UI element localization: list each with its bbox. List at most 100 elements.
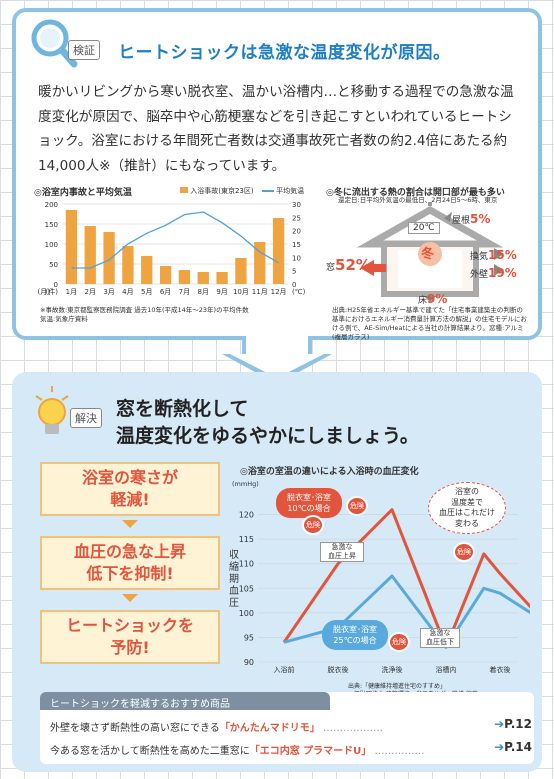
reco-2-page: P.14: [504, 740, 532, 754]
house-diagram: [356, 202, 504, 302]
heat-window-label: 窓: [326, 263, 336, 273]
heat-wall-value: 19%: [488, 266, 517, 280]
accident-bar: [254, 242, 266, 284]
bp-unit: (mmHg): [232, 480, 259, 488]
x-tick-label: 9月: [216, 288, 227, 296]
y-tick-label: 120: [239, 511, 254, 520]
reco-1-text: 外壁を壊さず断熱性の高い窓にできる: [50, 723, 220, 734]
y-tick-label: 105: [239, 584, 254, 593]
reco-row-2: 今ある窓を活かして断熱性を高めた二重窓に「エコ内窓 プラマードU」 ……………: [50, 742, 425, 757]
legend-line-label: 平均気温: [276, 187, 305, 195]
y-tick-label: 100: [239, 609, 254, 618]
solution-title-line2: 温度変化をゆるやかにしましょう。: [116, 425, 419, 447]
accident-note: ※事故数:東京都監察医務院調査 過去10年(平成14年〜23年)の平均件数 気温…: [40, 306, 249, 323]
x-tick-label: 6月: [160, 288, 171, 296]
reco-1-page: P.12: [504, 717, 532, 731]
y-tick-label: 150: [45, 221, 58, 229]
heat-vent: 換気15%: [470, 248, 517, 262]
annotation-drop: 急激な 血圧低下: [420, 628, 460, 648]
section-badge-verify: 検証: [68, 40, 100, 60]
arrow-right-icon: ➔: [494, 740, 505, 754]
heat-wall: 外壁19%: [470, 266, 517, 280]
accident-bar: [178, 270, 191, 284]
reco-1-page-link[interactable]: ➔P.12: [494, 717, 532, 731]
heat-vent-label: 換気: [470, 252, 489, 262]
heat-vent-value: 15%: [488, 248, 517, 262]
x-tick-label: 10月: [233, 288, 249, 296]
reco-2-product: 「エコ内窓 プラマードU」: [249, 746, 372, 757]
solution-title: 窓を断熱化して 温度変化をゆるやかにしましょう。: [116, 396, 419, 450]
accident-bar: [235, 258, 247, 284]
heat-floor-label: 床: [418, 296, 428, 306]
heat-roof-label: 屋根: [452, 216, 471, 226]
y2-tick-label: 20: [292, 228, 301, 236]
reco-2-page-link[interactable]: ➔P.14: [494, 740, 532, 754]
label-cold: 脱衣室･浴室 10℃の場合: [276, 488, 342, 518]
x-tick-label: 3月: [103, 288, 114, 296]
y2-tick-label: 10: [292, 254, 301, 262]
lightbulb-icon: [35, 386, 69, 434]
accident-legend: 入浴事故(東京23区) 平均気温: [180, 186, 304, 196]
reco-row-1: 外壁を壊さず断熱性の高い窓にできる「かんたんマドリモ」 ………………: [50, 719, 383, 734]
winter-label: 冬: [421, 247, 435, 262]
y2-tick-label: 15: [292, 241, 301, 249]
bp-chart-title: ◎浴室の室温の違いによる入浴時の血圧変化: [240, 467, 419, 477]
y-unit-label: (件): [46, 287, 59, 296]
x-tick-label: 7月: [179, 288, 190, 296]
y-tick-label: 100: [45, 241, 58, 249]
point-2: 血圧の急な上昇 低下を抑制!: [40, 536, 220, 590]
x-tick-label: 入浴前: [274, 665, 295, 674]
y-tick-label: 110: [239, 560, 254, 569]
point-1-text: 浴室の寒さが 軽減!: [81, 468, 178, 509]
point-3-text: ヒートショックを 予防!: [65, 616, 194, 657]
label-warm: 脱衣室･浴室 25℃の場合: [322, 620, 388, 650]
section-badge-solve: 解決: [70, 408, 102, 428]
y-tick-label: 115: [239, 535, 254, 544]
danger-badge-1: 危険: [302, 515, 324, 535]
point-arrow-1: [122, 520, 138, 528]
recommendation-header: ヒートショックを軽減するおすすめ商品: [40, 692, 330, 710]
y2-unit-label: (℃): [292, 288, 306, 296]
x-tick-label: 12月: [271, 288, 287, 296]
accident-bar: [84, 226, 96, 284]
x-tick-label: 浴槽内: [436, 665, 457, 674]
temperature-line: [71, 211, 279, 269]
danger-badge-2: 危険: [346, 496, 368, 516]
danger-badge-4: 危険: [453, 542, 475, 562]
heat-note: 出典:H25年省エネルギー基準で建てた「住宅事業建築主の判断の基準におけるエネル…: [332, 306, 527, 341]
point-arrow-2: [122, 594, 138, 602]
arrow-right-icon: ➔: [494, 717, 505, 731]
heat-chart-subtitle: 還定日:日平均外気温の最低日、2月24日5〜6時、東京: [338, 196, 498, 204]
x-tick-label: 1月: [66, 288, 77, 296]
x-unit-label: (月): [38, 288, 51, 296]
accident-chart-title: ◎浴室内事故と平均気温: [34, 188, 132, 198]
section-title: ヒートショックは急激な温度変化が原因。: [118, 43, 451, 63]
reco-2-text: 今ある窓を活かして断熱性を高めた二重窓に: [50, 746, 250, 757]
temp-diff-bubble: 浴室の 温度差で 血圧はこれだけ 変わる: [428, 482, 506, 534]
y-tick-label: 200: [45, 201, 58, 209]
y2-tick-label: 5: [292, 268, 296, 276]
accident-bar: [159, 266, 172, 284]
y2-tick-label: 25: [292, 214, 301, 222]
heat-chart-title: ◎冬に流出する熱の割合は開口部が最も多い: [326, 188, 505, 198]
reco-dots: ………………: [319, 723, 383, 734]
y-tick-label: 90: [244, 658, 254, 667]
x-tick-label: 4月: [122, 288, 133, 296]
danger-badge-3: 危険: [388, 632, 410, 652]
room-temp-label: 20℃: [408, 222, 440, 234]
legend-bar-label: 入浴事故(東京23区): [190, 187, 254, 195]
x-tick-label: 11月: [252, 288, 268, 296]
heat-roof: 屋根5%: [452, 212, 490, 226]
x-tick-label: 5月: [141, 288, 152, 296]
solution-title-line1: 窓を断熱化して: [116, 398, 249, 420]
heat-floor: 床9%: [418, 292, 447, 306]
intro-paragraph: 暖かいリビングから寒い脱衣室、温かい浴槽内…と移動する過程での急激な温度変化が原…: [38, 84, 514, 174]
accident-chart: 0 50 100 150 200 0 5 10 15 20 25 30 1月 2月 3月 4月 5月 6月 7月 8月…: [38, 201, 306, 296]
reco-dots: ……………: [371, 746, 425, 757]
reco-1-product: 「かんたんマドリモ」: [219, 723, 320, 734]
magnifier-icon: [31, 19, 78, 68]
y-tick-label: 0: [54, 281, 58, 289]
point-1: 浴室の寒さが 軽減!: [40, 462, 220, 516]
y-tick-label: 95: [244, 633, 254, 642]
heat-roof-value: 5%: [470, 212, 491, 226]
